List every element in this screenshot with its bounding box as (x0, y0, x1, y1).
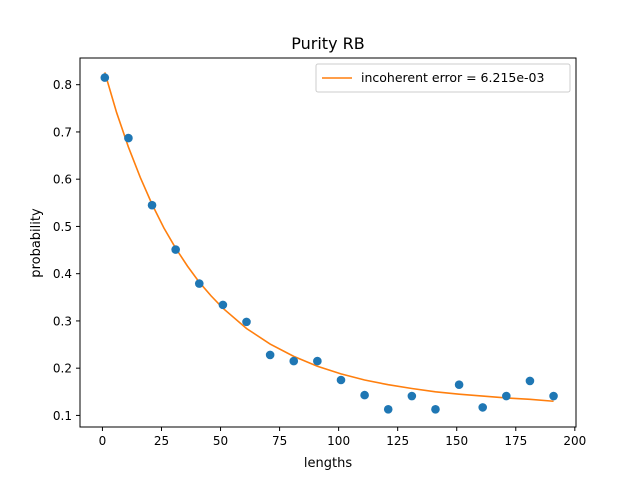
data-point (431, 404, 440, 414)
plot-frame (79, 57, 577, 428)
data-point (171, 245, 180, 254)
data-point (454, 380, 464, 390)
y-tick-label: 0.8 (53, 78, 72, 92)
data-point (407, 391, 417, 401)
y-axis-label: probability (29, 208, 44, 278)
x-tick-label: 50 (213, 434, 228, 448)
plot-layer (100, 72, 558, 414)
y-tick-label: 0.1 (53, 409, 72, 423)
data-point (289, 356, 299, 366)
data-point (525, 376, 535, 386)
x-tick-label: 25 (154, 434, 169, 448)
y-tick-label: 0.3 (53, 314, 72, 328)
data-point (549, 391, 558, 401)
data-point (124, 133, 133, 143)
y-tick-label: 0.6 (53, 173, 72, 187)
x-tick-label: 100 (327, 434, 350, 448)
x-tick-label: 175 (504, 434, 527, 448)
x-axis-label: lengths (304, 456, 352, 471)
data-point (478, 403, 488, 412)
data-point (218, 300, 228, 310)
data-point (194, 279, 204, 288)
data-point (360, 390, 369, 400)
x-tick-label: 75 (272, 434, 287, 448)
data-point (336, 375, 346, 385)
x-tick-label: 200 (563, 434, 586, 448)
chart-title: Purity RB (291, 34, 364, 53)
data-point (383, 404, 393, 414)
data-point (100, 73, 110, 82)
legend: incoherent error = 6.215e-03 (315, 63, 571, 93)
legend-label: incoherent error = 6.215e-03 (361, 70, 544, 85)
data-point (313, 356, 322, 366)
data-point (265, 350, 275, 360)
data-point (242, 317, 251, 327)
data-point (502, 391, 511, 401)
x-tick-label: 0 (99, 434, 107, 448)
data-point (147, 200, 157, 210)
y-tick-label: 0.7 (53, 125, 72, 139)
y-tick-label: 0.2 (53, 362, 72, 376)
y-tick-label: 0.5 (53, 220, 72, 234)
y-tick-label: 0.4 (53, 267, 72, 281)
x-tick-label: 125 (386, 434, 409, 448)
x-tick-label: 150 (445, 434, 468, 448)
axes-layer: 0 25 50 75 100 125 150 175 200 0.1 0.2 0.3 0.4 0.5 0.6… (53, 78, 586, 448)
legend-box (315, 63, 571, 93)
